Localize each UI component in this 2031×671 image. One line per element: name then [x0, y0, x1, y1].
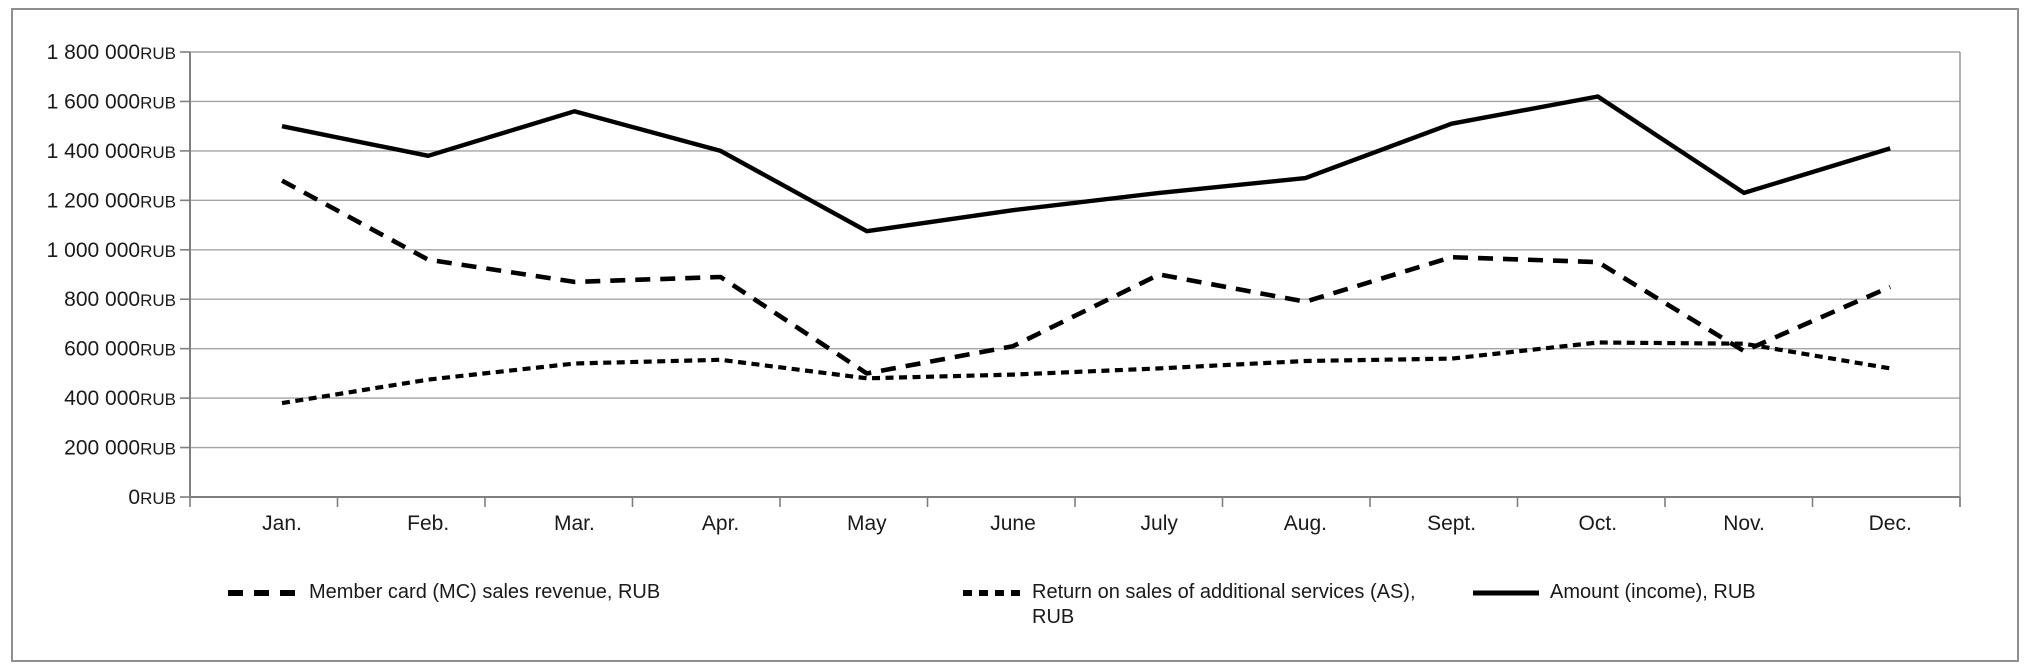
x-tick-label: July	[1141, 512, 1179, 535]
y-tick-label: 0RUB	[128, 486, 176, 509]
legend-label-amount-income: Amount (income), RUB	[1550, 581, 1756, 603]
series-line-amount-income	[281, 94, 1891, 234]
legend-long-dash-sample-icon	[228, 590, 298, 596]
chart-frame	[11, 8, 2019, 662]
y-tick-label: 1 400 000RUB	[47, 140, 176, 163]
legend-short-dash-sample-icon	[963, 590, 1021, 596]
series-line-member-card-sales-revenue	[280, 178, 1892, 376]
x-tick-label: Sept.	[1427, 512, 1476, 535]
x-tick-label: May	[847, 512, 887, 535]
x-tick-label: Aug.	[1284, 512, 1327, 535]
x-tick-label: Jan.	[262, 512, 302, 535]
y-tick-label: 600 000RUB	[64, 338, 176, 361]
legend-label-return-additional-services: Return on sales of additional services (…	[1032, 581, 1416, 628]
y-tick-label: 1 600 000RUB	[47, 90, 176, 113]
legend-item-amount-income: Amount (income), RUB	[1473, 580, 1756, 605]
y-tick-label: 1 200 000RUB	[47, 189, 176, 212]
y-tick-label: 800 000RUB	[64, 288, 176, 311]
x-tick-label: Apr.	[702, 512, 739, 535]
y-tick-label: 1 000 000RUB	[47, 239, 176, 262]
y-tick-label: 200 000RUB	[64, 437, 176, 460]
x-tick-label: Dec.	[1869, 512, 1912, 535]
x-tick-label: Feb.	[407, 512, 449, 535]
x-tick-label: Nov.	[1723, 512, 1765, 535]
x-tick-label: June	[990, 512, 1036, 535]
legend-item-member-card: Member card (MC) sales revenue, RUB	[228, 580, 660, 605]
x-tick-label: Oct.	[1579, 512, 1618, 535]
legend-solid-sample-icon	[1473, 590, 1539, 596]
y-tick-label: 400 000RUB	[64, 387, 176, 410]
legend-item-return-additional-services: Return on sales of additional services (…	[963, 580, 1416, 630]
x-tick-label: Mar.	[554, 512, 595, 535]
series-line-return-on-additional-services	[281, 340, 1891, 406]
legend-label-member-card: Member card (MC) sales revenue, RUB	[309, 581, 661, 603]
y-tick-label: 1 800 000RUB	[47, 41, 176, 64]
